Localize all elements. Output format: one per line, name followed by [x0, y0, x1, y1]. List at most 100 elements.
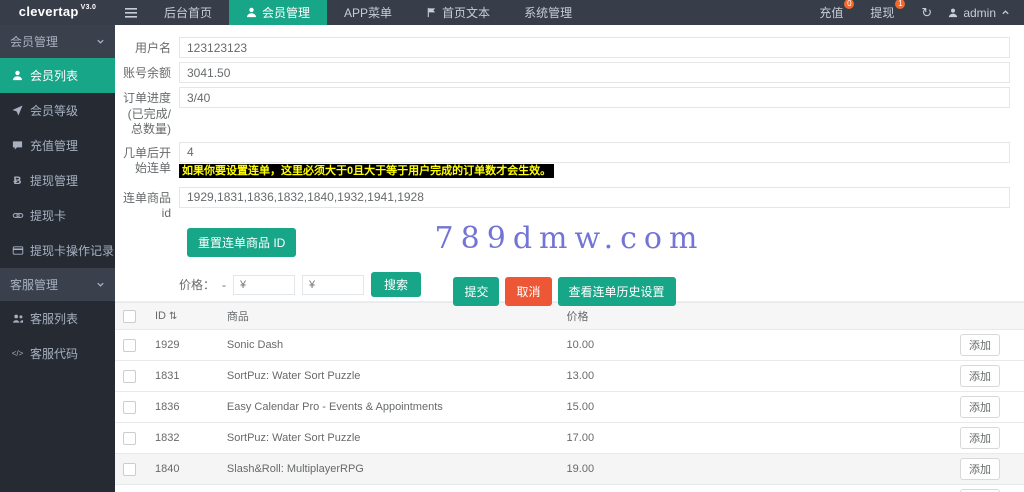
col-header-price: 价格: [558, 302, 937, 330]
chain-start-note: 如果你要设置连单，这里必须大于0且大于等于用户完成的订单数才会生效。: [179, 163, 555, 178]
sidebar-item-service-code[interactable]: </> 客服代码: [0, 336, 115, 371]
withdraw-link[interactable]: 提现 1: [870, 0, 906, 21]
nav-home-text[interactable]: 首页文本: [409, 0, 507, 25]
user-icon: [11, 70, 24, 81]
add-button[interactable]: 添加: [960, 396, 1001, 418]
chain-product-ids-field[interactable]: [179, 186, 1010, 208]
sidebar-item-label: 会员列表: [30, 69, 79, 83]
table-row: 1840 Slash&Roll: MultiplayerRPG 19.00 添加: [115, 453, 1024, 485]
withdraw-badge: 1: [895, 0, 906, 9]
select-all-checkbox[interactable]: [123, 309, 136, 323]
row-checkbox[interactable]: [123, 338, 136, 352]
sidebar-item-member-level[interactable]: 会员等级: [0, 93, 115, 128]
sidebar-item-label: 客服代码: [30, 347, 79, 361]
order-progress-field[interactable]: [179, 87, 1010, 108]
table-row: 1831 SortPuz: Water Sort Puzzle 13.00 添加: [115, 360, 1024, 392]
main-nav: 后台首页 会员管理 APP菜单 首页文本 系统管理: [115, 0, 589, 25]
nav-system-management[interactable]: 系统管理: [507, 0, 589, 25]
row-checkbox[interactable]: [123, 400, 136, 414]
app-logo-text: clevertap: [18, 4, 79, 19]
paper-plane-icon: [11, 105, 24, 116]
nav-member-management[interactable]: 会员管理: [229, 0, 328, 25]
cell-price: 20.00: [558, 484, 937, 492]
chain-start-label: 几单后开始连单: [122, 145, 171, 176]
col-header-id: ID: [154, 310, 166, 322]
user-menu[interactable]: admin: [948, 6, 1010, 20]
credit-card-icon: [11, 245, 24, 256]
user-icon: [948, 8, 958, 18]
main-content: 用户名 账号余额 订单进度(已完成/总数量) 几单后开始连单 如果你要设置连单，…: [115, 25, 1024, 492]
chevron-up-icon: [1001, 8, 1010, 17]
nav-app-menu[interactable]: APP菜单: [327, 0, 409, 25]
reset-chain-ids-button[interactable]: 重置连单商品 ID: [187, 227, 297, 257]
nav-dashboard[interactable]: 后台首页: [147, 0, 229, 25]
price-min-input[interactable]: [233, 274, 296, 295]
sidebar-section-service-management[interactable]: 客服管理: [0, 268, 115, 301]
user-menu-label: admin: [963, 5, 996, 20]
cell-id: 1928: [146, 484, 219, 492]
nav-home-text-label: 首页文本: [442, 6, 491, 20]
cell-id: 1840: [146, 453, 219, 485]
cell-price: 17.00: [558, 422, 937, 454]
bitcoin-icon: Ƀ: [13, 174, 22, 187]
add-button[interactable]: 添加: [960, 427, 1001, 449]
row-checkbox[interactable]: [123, 369, 136, 383]
sidebar-item-label: 提现管理: [30, 174, 79, 188]
cell-price: 15.00: [558, 391, 937, 423]
users-icon: [11, 313, 24, 324]
search-button[interactable]: 搜索: [371, 272, 422, 297]
sidebar-item-label: 会员等级: [30, 104, 79, 118]
sidebar-item-withdraw-card-log[interactable]: 提现卡操作记录: [0, 233, 115, 268]
code-icon: </>: [11, 349, 24, 358]
cell-product: Slash&Roll: MultiplayerRPG: [218, 453, 559, 485]
sidebar-item-label: 客服列表: [30, 312, 79, 326]
cell-id: 1836: [146, 391, 219, 423]
user-icon: [246, 7, 257, 18]
table-row: 1929 Sonic Dash 10.00 添加: [115, 329, 1024, 361]
cell-id: 1929: [146, 329, 219, 361]
app-version: V3.0: [80, 4, 97, 11]
sidebar-item-label: 提现卡操作记录: [30, 244, 115, 258]
add-button[interactable]: 添加: [960, 458, 1001, 480]
sidebar-item-withdraw-card[interactable]: 提现卡: [0, 198, 115, 233]
chain-start-field[interactable]: [179, 141, 1010, 163]
nav-dashboard-label: 后台首页: [164, 6, 213, 20]
sidebar-item-member-list[interactable]: 会员列表: [0, 58, 115, 93]
cell-price: 19.00: [558, 453, 937, 485]
sort-icon[interactable]: ⇅: [168, 311, 178, 322]
add-button[interactable]: 添加: [960, 365, 1001, 387]
view-chain-history-button[interactable]: 查看连单历史设置: [557, 276, 676, 306]
username-label: 用户名: [134, 41, 171, 55]
nav-app-menu-label: APP菜单: [344, 6, 393, 20]
submit-button[interactable]: 提交: [453, 276, 500, 306]
sidebar-item-recharge-management[interactable]: 充值管理: [0, 128, 115, 163]
recharge-label: 充值: [819, 6, 844, 20]
cell-product: Sonic Dash: [218, 329, 559, 361]
sidebar-section-member-management[interactable]: 会员管理: [0, 25, 115, 58]
cell-id: 1832: [146, 422, 219, 454]
recharge-link[interactable]: 充值 0: [819, 0, 855, 21]
sidebar-item-service-list[interactable]: 客服列表: [0, 301, 115, 336]
balance-field[interactable]: [179, 62, 1010, 83]
nav-system-management-label: 系统管理: [524, 6, 573, 20]
refresh-icon[interactable]: ↻: [921, 4, 933, 20]
username-field[interactable]: [179, 37, 1010, 58]
add-button[interactable]: 添加: [960, 489, 1001, 492]
add-button[interactable]: 添加: [960, 334, 1001, 356]
sidebar-collapse-icon[interactable]: [115, 0, 147, 25]
table-row: 1836 Easy Calendar Pro - Events & Appoin…: [115, 391, 1024, 423]
sidebar-item-withdraw-management[interactable]: Ƀ 提现管理: [0, 163, 115, 198]
cancel-button[interactable]: 取消: [505, 276, 552, 306]
table-row: 1928 My Talking Tom Friends 20.00 添加: [115, 484, 1024, 492]
row-checkbox[interactable]: [123, 431, 136, 445]
topbar-right: 充值 0 提现 1 ↻ admin: [819, 0, 1024, 25]
price-max-input[interactable]: [302, 274, 365, 295]
topbar: clevertap V3.0 后台首页 会员管理 APP菜单 首页文本 系统管理 …: [0, 0, 1024, 25]
cell-product: My Talking Tom Friends: [218, 484, 559, 492]
table-row: 1832 SortPuz: Water Sort Puzzle 17.00 添加: [115, 422, 1024, 454]
chain-product-ids-label: 连单商品id: [122, 190, 171, 221]
price-filter-label: 价格：: [179, 278, 216, 292]
sidebar-section-label: 客服管理: [10, 278, 59, 292]
row-checkbox[interactable]: [123, 462, 136, 476]
cell-price: 10.00: [558, 329, 937, 361]
